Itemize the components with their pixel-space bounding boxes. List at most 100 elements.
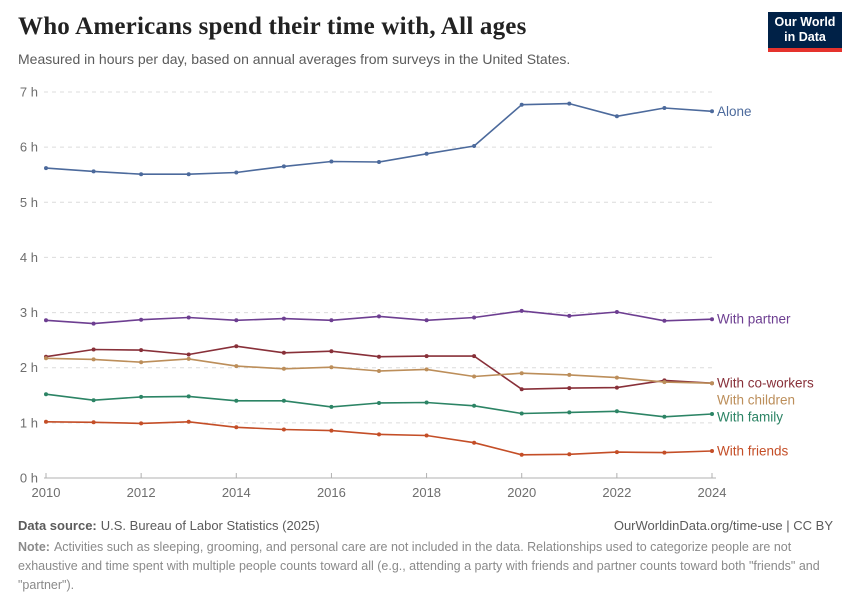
data-point-with-friends-2018[interactable] [424, 433, 429, 438]
data-point-alone-2016[interactable] [329, 159, 334, 164]
data-point-with-friends-2021[interactable] [567, 452, 572, 457]
data-point-with-partner-2012[interactable] [139, 317, 144, 322]
data-point-with-partner-2024[interactable] [710, 317, 714, 322]
data-point-with-children-2015[interactable] [281, 366, 286, 371]
data-point-with-family-2022[interactable] [614, 409, 619, 414]
data-point-with-friends-2017[interactable] [377, 432, 381, 437]
attribution-link[interactable]: OurWorldinData.org/time-use | CC BY [613, 518, 833, 533]
data-point-with-family-2023[interactable] [662, 414, 667, 419]
data-point-with-friends-2024[interactable] [710, 449, 714, 453]
data-point-with-partner-2016[interactable] [329, 318, 334, 323]
data-point-with-children-2011[interactable] [91, 357, 96, 362]
data-point-with-family-2013[interactable] [186, 394, 191, 399]
data-point-with-family-2019[interactable] [472, 403, 477, 408]
data-point-with-children-2016[interactable] [329, 365, 334, 370]
data-point-with-children-2013[interactable] [186, 356, 191, 361]
data-point-with-family-2014[interactable] [234, 398, 239, 403]
data-point-with-family-2021[interactable] [567, 410, 572, 415]
data-point-with-children-2012[interactable] [139, 360, 144, 365]
data-point-with-children-2024[interactable] [710, 381, 714, 386]
data-point-with-co-workers-2019[interactable] [472, 354, 477, 359]
data-point-with-co-workers-2012[interactable] [139, 348, 144, 353]
data-point-alone-2017[interactable] [377, 160, 381, 164]
data-point-with-co-workers-2022[interactable] [614, 385, 619, 390]
data-point-with-family-2024[interactable] [710, 412, 714, 416]
data-point-with-family-2010[interactable] [44, 392, 48, 397]
data-point-with-family-2015[interactable] [281, 398, 286, 403]
data-point-with-partner-2021[interactable] [567, 313, 572, 318]
data-point-with-co-workers-2014[interactable] [234, 344, 239, 349]
data-point-with-friends-2013[interactable] [186, 419, 191, 424]
data-point-alone-2024[interactable] [710, 109, 714, 114]
data-point-with-partner-2014[interactable] [234, 318, 239, 323]
data-point-with-children-2018[interactable] [424, 367, 429, 372]
series-label-with-partner[interactable]: With partner [717, 312, 791, 327]
data-point-with-children-2022[interactable] [614, 375, 619, 380]
chart-canvas[interactable]: 0 h 1 h 2 h 3 h 4 h 5 h 6 h 7 h 2010 2012 2014 2016… [0, 80, 850, 512]
data-point-with-children-2017[interactable] [377, 369, 381, 373]
data-point-alone-2012[interactable] [139, 172, 144, 177]
data-point-alone-2019[interactable] [472, 144, 477, 148]
data-point-with-partner-2015[interactable] [281, 316, 286, 321]
data-point-alone-2011[interactable] [91, 169, 96, 174]
data-point-with-partner-2017[interactable] [377, 314, 381, 319]
data-point-with-co-workers-2018[interactable] [424, 354, 429, 359]
series-line-with-family[interactable] [45, 393, 713, 418]
series-label-with-co-workers[interactable]: With co-workers [717, 376, 814, 391]
data-point-with-co-workers-2020[interactable] [519, 387, 524, 392]
data-point-with-children-2010[interactable] [44, 356, 48, 361]
data-point-with-friends-2022[interactable] [614, 450, 619, 455]
data-point-with-children-2023[interactable] [662, 380, 667, 385]
data-point-with-co-workers-2011[interactable] [91, 347, 96, 352]
data-point-with-family-2017[interactable] [377, 401, 381, 405]
data-point-with-family-2020[interactable] [519, 411, 524, 416]
data-point-with-partner-2011[interactable] [91, 321, 96, 326]
data-point-with-friends-2016[interactable] [329, 428, 334, 433]
data-point-with-children-2020[interactable] [519, 371, 524, 376]
data-point-alone-2015[interactable] [281, 164, 286, 169]
data-point-with-co-workers-2013[interactable] [186, 352, 191, 357]
data-point-with-co-workers-2015[interactable] [281, 350, 286, 355]
data-point-with-friends-2011[interactable] [91, 420, 96, 425]
data-point-alone-2022[interactable] [614, 114, 619, 119]
data-point-alone-2014[interactable] [234, 170, 239, 175]
series-label-alone[interactable]: Alone [717, 104, 752, 119]
data-point-alone-2013[interactable] [186, 172, 191, 177]
data-point-with-family-2016[interactable] [329, 404, 334, 409]
data-point-with-co-workers-2021[interactable] [567, 386, 572, 391]
series-line-with-friends[interactable] [45, 420, 713, 456]
data-point-with-partner-2023[interactable] [662, 318, 667, 323]
data-point-with-friends-2012[interactable] [139, 421, 144, 426]
data-point-with-friends-2010[interactable] [44, 419, 48, 424]
series-label-with-children[interactable]: With children [717, 393, 795, 408]
data-point-with-friends-2023[interactable] [662, 450, 667, 455]
data-point-with-co-workers-2017[interactable] [377, 354, 381, 359]
data-point-with-friends-2014[interactable] [234, 425, 239, 430]
data-point-alone-2021[interactable] [567, 101, 572, 106]
data-point-with-children-2021[interactable] [567, 372, 572, 377]
data-point-alone-2020[interactable] [519, 102, 524, 107]
data-point-with-partner-2022[interactable] [614, 310, 619, 314]
series-label-with-family[interactable]: With family [717, 410, 783, 425]
data-point-with-children-2014[interactable] [234, 364, 239, 369]
data-point-with-family-2011[interactable] [91, 398, 96, 403]
data-point-with-friends-2019[interactable] [472, 440, 477, 445]
data-point-with-family-2012[interactable] [139, 394, 144, 399]
logo-line2: in Data [784, 30, 826, 44]
data-point-with-children-2019[interactable] [472, 374, 477, 379]
data-point-with-friends-2015[interactable] [281, 427, 286, 432]
data-point-with-partner-2013[interactable] [186, 315, 191, 320]
data-point-with-partner-2020[interactable] [519, 308, 524, 313]
data-point-alone-2010[interactable] [44, 166, 48, 171]
y-axis-label: 2 h [20, 360, 38, 375]
data-point-with-friends-2020[interactable] [519, 452, 524, 457]
data-point-with-family-2018[interactable] [424, 400, 429, 405]
data-point-alone-2023[interactable] [662, 106, 667, 110]
data-point-with-partner-2010[interactable] [44, 318, 48, 323]
data-point-with-partner-2019[interactable] [472, 315, 477, 320]
data-point-with-partner-2018[interactable] [424, 318, 429, 323]
data-point-alone-2018[interactable] [424, 151, 429, 156]
series-label-with-friends[interactable]: With friends [717, 443, 789, 458]
data-point-with-co-workers-2016[interactable] [329, 349, 334, 354]
